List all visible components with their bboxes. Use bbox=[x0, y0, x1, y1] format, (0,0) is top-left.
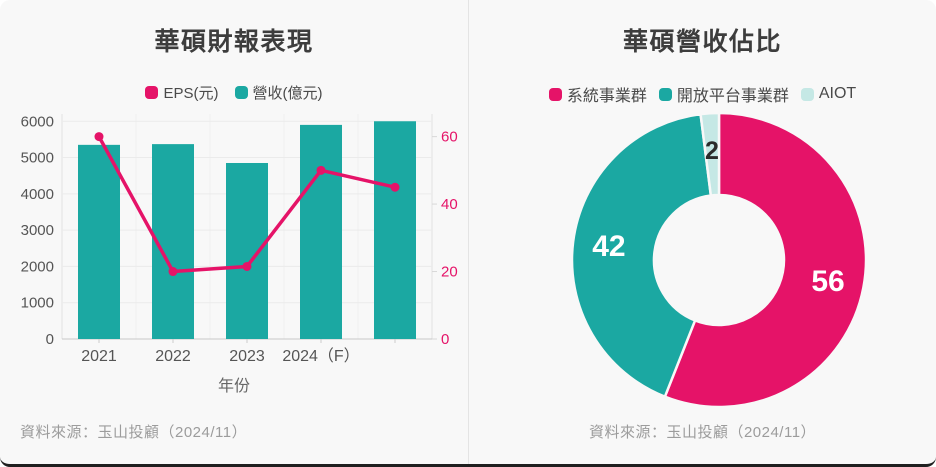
left-axis-tick-label: 1000 bbox=[21, 295, 54, 312]
revenue-legend-label-0: 系統事業群 bbox=[566, 88, 647, 105]
right-axis-tick-label: 60 bbox=[441, 129, 458, 146]
x-axis-title: 年份 bbox=[218, 377, 250, 395]
donut-value-label-2: 2 bbox=[705, 137, 719, 165]
financial-combo-chart: 0 1000 2000 3000 4000 5000 6000 0 20 40 60 2021 2022… bbox=[21, 113, 458, 395]
financial-chart-legend: EPS(元) 營收(億元) bbox=[0, 82, 468, 103]
donut-value-label-0: 56 bbox=[811, 265, 844, 298]
eps-point-2024（F） bbox=[316, 165, 326, 175]
financial-report-panel: 華碩財報表現 EPS(元) 營收(億元) 0 1000 2000 3000 4000 500… bbox=[0, 0, 468, 464]
left-axis-tick-label: 4000 bbox=[21, 186, 54, 203]
x-axis-category-label: 2022 bbox=[155, 348, 191, 365]
revenue-chart-legend: 系統事業群 開放平台事業群 AIOT bbox=[469, 82, 936, 106]
eps-point-2022 bbox=[168, 267, 178, 277]
x-axis-category-label: 2023 bbox=[229, 348, 265, 365]
right-axis-tick-label: 40 bbox=[441, 196, 458, 213]
eps-point-extra-4 bbox=[390, 182, 400, 192]
revenue-share-panel: 華碩營收佔比 系統事業群 開放平台事業群 AIOT 56 42 2 資料來源：玉山投顧（… bbox=[468, 0, 936, 464]
eps-point-2021 bbox=[94, 132, 104, 142]
revenue-legend-label-1: 開放平台事業群 bbox=[676, 88, 789, 105]
donut-slice-1 bbox=[570, 112, 713, 398]
left-axis-tick-label: 0 bbox=[46, 331, 54, 348]
financial-legend-label-0: EPS(元) bbox=[163, 85, 219, 102]
left-axis-tick-label: 6000 bbox=[21, 113, 54, 130]
revenue-donut-chart: 56 42 2 bbox=[570, 111, 868, 409]
revenue-bar-2024（F） bbox=[300, 124, 342, 339]
revenue-legend-swatch-2 bbox=[800, 87, 814, 101]
revenue-chart-title: 華碩營收佔比 bbox=[622, 28, 782, 56]
revenue-bar-2021 bbox=[78, 144, 120, 339]
financial-chart-title: 華碩財報表現 bbox=[154, 28, 314, 56]
left-axis-tick-label: 5000 bbox=[21, 150, 54, 167]
financial-legend-label-1: 營收(億元) bbox=[252, 85, 323, 102]
revenue-legend-item-2: AIOT bbox=[800, 85, 857, 103]
x-axis-category-label: 2021 bbox=[81, 348, 117, 365]
financial-legend-swatch-0 bbox=[145, 86, 159, 99]
financial-legend-item-1: 營收(億元) bbox=[234, 82, 323, 103]
revenue-bar-extra-4 bbox=[374, 121, 416, 340]
donut-slice-0 bbox=[663, 111, 868, 409]
right-axis-tick-label: 20 bbox=[441, 264, 458, 281]
revenue-legend-item-0: 系統事業群 bbox=[548, 82, 647, 106]
donut-slice-2 bbox=[699, 111, 721, 197]
right-axis-tick-label: 0 bbox=[441, 331, 449, 348]
revenue-bar-2023 bbox=[226, 162, 268, 339]
revenue-legend-swatch-0 bbox=[548, 87, 562, 101]
x-axis-category-label: 2024（F） bbox=[282, 347, 359, 365]
financial-legend-item-0: EPS(元) bbox=[145, 82, 219, 103]
donut-value-label-1: 42 bbox=[592, 230, 625, 263]
left-axis-tick-label: 2000 bbox=[21, 258, 54, 275]
revenue-legend-label-2: AIOT bbox=[818, 85, 857, 102]
financial-legend-swatch-1 bbox=[234, 86, 248, 99]
financial-source-note: 資料來源：玉山投顧（2024/11） bbox=[20, 424, 248, 441]
revenue-legend-swatch-1 bbox=[658, 87, 672, 101]
revenue-bar-2022 bbox=[152, 144, 194, 339]
eps-point-2023 bbox=[242, 261, 252, 271]
revenue-legend-item-1: 開放平台事業群 bbox=[658, 82, 789, 106]
left-axis-tick-label: 3000 bbox=[21, 222, 54, 239]
revenue-source-note: 資料來源：玉山投顧（2024/11） bbox=[588, 424, 817, 441]
